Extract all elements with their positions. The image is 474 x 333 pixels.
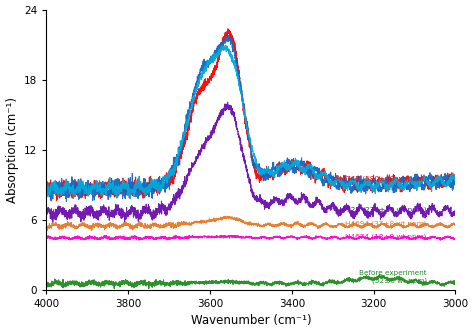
Text: Before experiment
(52±6 wt.ppm): Before experiment (52±6 wt.ppm)	[359, 270, 427, 284]
Text: H4694 (37±8 wt.ppm): H4694 (37±8 wt.ppm)	[346, 221, 427, 227]
Text: H4721 (270±30 wt.ppm): H4721 (270±30 wt.ppm)	[336, 206, 427, 213]
Text: H4745 (580±40 wt.ppm): H4745 (580±40 wt.ppm)	[336, 175, 427, 182]
Y-axis label: Absorption (cm⁻¹): Absorption (cm⁻¹)	[6, 97, 18, 203]
Text: H4674 (18±9 wt.ppm): H4674 (18±9 wt.ppm)	[346, 233, 427, 240]
X-axis label: Wavenumber (cm⁻¹): Wavenumber (cm⁻¹)	[191, 314, 311, 327]
